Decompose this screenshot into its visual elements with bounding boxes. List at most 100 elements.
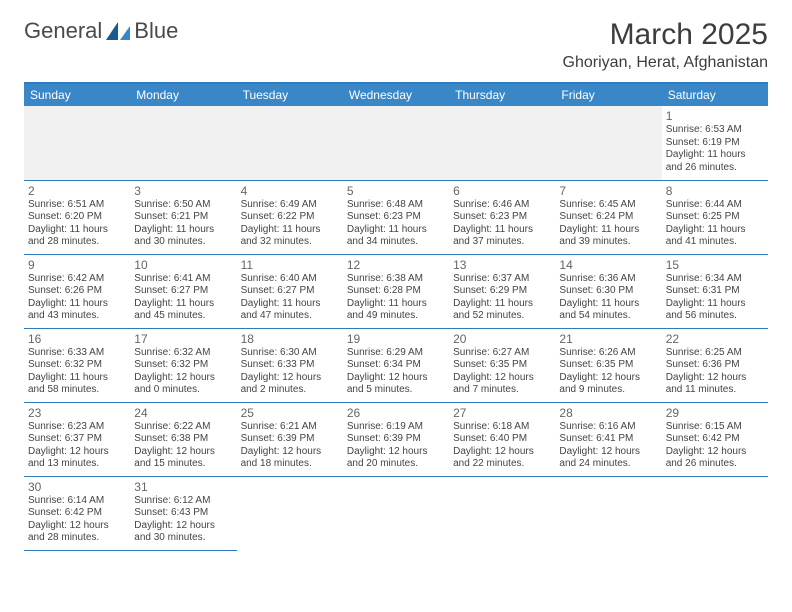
calendar-cell bbox=[130, 106, 236, 180]
sunrise-line: Sunrise: 6:44 AM bbox=[666, 199, 764, 212]
daylight-line: Daylight: 12 hours and 20 minutes. bbox=[347, 446, 445, 471]
calendar-cell: 19Sunrise: 6:29 AMSunset: 6:34 PMDayligh… bbox=[343, 328, 449, 402]
day-number: 29 bbox=[666, 406, 764, 420]
day-number: 31 bbox=[134, 480, 232, 494]
day-number: 24 bbox=[134, 406, 232, 420]
calendar-cell bbox=[343, 476, 449, 550]
calendar-cell: 2Sunrise: 6:51 AMSunset: 6:20 PMDaylight… bbox=[24, 180, 130, 254]
daylight-line: Daylight: 12 hours and 7 minutes. bbox=[453, 372, 551, 397]
day-number: 18 bbox=[241, 332, 339, 346]
day-number: 2 bbox=[28, 184, 126, 198]
sunrise-line: Sunrise: 6:22 AM bbox=[134, 421, 232, 434]
daylight-line: Daylight: 12 hours and 24 minutes. bbox=[559, 446, 657, 471]
daylight-line: Daylight: 11 hours and 49 minutes. bbox=[347, 298, 445, 323]
sunset-line: Sunset: 6:36 PM bbox=[666, 359, 764, 372]
day-number: 15 bbox=[666, 258, 764, 272]
sunset-line: Sunset: 6:40 PM bbox=[453, 433, 551, 446]
calendar-cell bbox=[555, 106, 661, 180]
sunrise-line: Sunrise: 6:32 AM bbox=[134, 347, 232, 360]
sunset-line: Sunset: 6:42 PM bbox=[666, 433, 764, 446]
sunset-line: Sunset: 6:38 PM bbox=[134, 433, 232, 446]
sunrise-line: Sunrise: 6:48 AM bbox=[347, 199, 445, 212]
sunset-line: Sunset: 6:31 PM bbox=[666, 285, 764, 298]
calendar-cell: 9Sunrise: 6:42 AMSunset: 6:26 PMDaylight… bbox=[24, 254, 130, 328]
sunrise-line: Sunrise: 6:36 AM bbox=[559, 273, 657, 286]
calendar-cell: 22Sunrise: 6:25 AMSunset: 6:36 PMDayligh… bbox=[662, 328, 768, 402]
weekday-header: Sunday bbox=[24, 83, 130, 106]
weekday-header: Saturday bbox=[662, 83, 768, 106]
calendar-cell: 4Sunrise: 6:49 AMSunset: 6:22 PMDaylight… bbox=[237, 180, 343, 254]
sunset-line: Sunset: 6:33 PM bbox=[241, 359, 339, 372]
sunset-line: Sunset: 6:35 PM bbox=[453, 359, 551, 372]
day-number: 20 bbox=[453, 332, 551, 346]
sunrise-line: Sunrise: 6:12 AM bbox=[134, 495, 232, 508]
day-number: 5 bbox=[347, 184, 445, 198]
calendar-cell: 11Sunrise: 6:40 AMSunset: 6:27 PMDayligh… bbox=[237, 254, 343, 328]
daylight-line: Daylight: 11 hours and 56 minutes. bbox=[666, 298, 764, 323]
daylight-line: Daylight: 12 hours and 11 minutes. bbox=[666, 372, 764, 397]
calendar-cell bbox=[24, 106, 130, 180]
daylight-line: Daylight: 12 hours and 30 minutes. bbox=[134, 520, 232, 545]
sunrise-line: Sunrise: 6:42 AM bbox=[28, 273, 126, 286]
sunrise-line: Sunrise: 6:33 AM bbox=[28, 347, 126, 360]
daylight-line: Daylight: 11 hours and 30 minutes. bbox=[134, 224, 232, 249]
day-number: 27 bbox=[453, 406, 551, 420]
daylight-line: Daylight: 11 hours and 54 minutes. bbox=[559, 298, 657, 323]
page-title: March 2025 bbox=[563, 18, 768, 52]
day-number: 1 bbox=[666, 109, 764, 123]
day-number: 3 bbox=[134, 184, 232, 198]
calendar-cell bbox=[343, 106, 449, 180]
sunset-line: Sunset: 6:26 PM bbox=[28, 285, 126, 298]
title-block: March 2025 Ghoriyan, Herat, Afghanistan bbox=[563, 18, 768, 72]
day-number: 19 bbox=[347, 332, 445, 346]
sunrise-line: Sunrise: 6:45 AM bbox=[559, 199, 657, 212]
sunset-line: Sunset: 6:25 PM bbox=[666, 211, 764, 224]
calendar-cell: 16Sunrise: 6:33 AMSunset: 6:32 PMDayligh… bbox=[24, 328, 130, 402]
daylight-line: Daylight: 11 hours and 41 minutes. bbox=[666, 224, 764, 249]
sunrise-line: Sunrise: 6:49 AM bbox=[241, 199, 339, 212]
sunset-line: Sunset: 6:41 PM bbox=[559, 433, 657, 446]
calendar-cell: 30Sunrise: 6:14 AMSunset: 6:42 PMDayligh… bbox=[24, 476, 130, 550]
sunset-line: Sunset: 6:32 PM bbox=[134, 359, 232, 372]
sunrise-line: Sunrise: 6:41 AM bbox=[134, 273, 232, 286]
sunrise-line: Sunrise: 6:51 AM bbox=[28, 199, 126, 212]
daylight-line: Daylight: 11 hours and 26 minutes. bbox=[666, 149, 764, 174]
day-number: 13 bbox=[453, 258, 551, 272]
day-number: 26 bbox=[347, 406, 445, 420]
calendar-cell: 13Sunrise: 6:37 AMSunset: 6:29 PMDayligh… bbox=[449, 254, 555, 328]
daylight-line: Daylight: 11 hours and 43 minutes. bbox=[28, 298, 126, 323]
sunset-line: Sunset: 6:29 PM bbox=[453, 285, 551, 298]
header: General Blue March 2025 Ghoriyan, Herat,… bbox=[24, 18, 768, 72]
daylight-line: Daylight: 12 hours and 9 minutes. bbox=[559, 372, 657, 397]
day-number: 6 bbox=[453, 184, 551, 198]
calendar-cell: 3Sunrise: 6:50 AMSunset: 6:21 PMDaylight… bbox=[130, 180, 236, 254]
weekday-header: Tuesday bbox=[237, 83, 343, 106]
sunrise-line: Sunrise: 6:23 AM bbox=[28, 421, 126, 434]
calendar-cell bbox=[237, 106, 343, 180]
sunrise-line: Sunrise: 6:34 AM bbox=[666, 273, 764, 286]
calendar-cell: 28Sunrise: 6:16 AMSunset: 6:41 PMDayligh… bbox=[555, 402, 661, 476]
day-number: 17 bbox=[134, 332, 232, 346]
sunset-line: Sunset: 6:23 PM bbox=[347, 211, 445, 224]
day-number: 8 bbox=[666, 184, 764, 198]
calendar-body: 1Sunrise: 6:53 AMSunset: 6:19 PMDaylight… bbox=[24, 106, 768, 550]
day-number: 14 bbox=[559, 258, 657, 272]
daylight-line: Daylight: 12 hours and 28 minutes. bbox=[28, 520, 126, 545]
sunrise-line: Sunrise: 6:26 AM bbox=[559, 347, 657, 360]
daylight-line: Daylight: 11 hours and 28 minutes. bbox=[28, 224, 126, 249]
sunset-line: Sunset: 6:34 PM bbox=[347, 359, 445, 372]
sunset-line: Sunset: 6:21 PM bbox=[134, 211, 232, 224]
sunrise-line: Sunrise: 6:53 AM bbox=[666, 124, 764, 137]
sail-icon bbox=[104, 20, 132, 42]
sunset-line: Sunset: 6:32 PM bbox=[28, 359, 126, 372]
daylight-line: Daylight: 12 hours and 5 minutes. bbox=[347, 372, 445, 397]
day-number: 7 bbox=[559, 184, 657, 198]
calendar-cell: 26Sunrise: 6:19 AMSunset: 6:39 PMDayligh… bbox=[343, 402, 449, 476]
daylight-line: Daylight: 11 hours and 39 minutes. bbox=[559, 224, 657, 249]
day-number: 28 bbox=[559, 406, 657, 420]
logo: General Blue bbox=[24, 18, 178, 44]
daylight-line: Daylight: 11 hours and 32 minutes. bbox=[241, 224, 339, 249]
logo-text-b: Blue bbox=[134, 18, 178, 44]
sunrise-line: Sunrise: 6:38 AM bbox=[347, 273, 445, 286]
sunrise-line: Sunrise: 6:30 AM bbox=[241, 347, 339, 360]
